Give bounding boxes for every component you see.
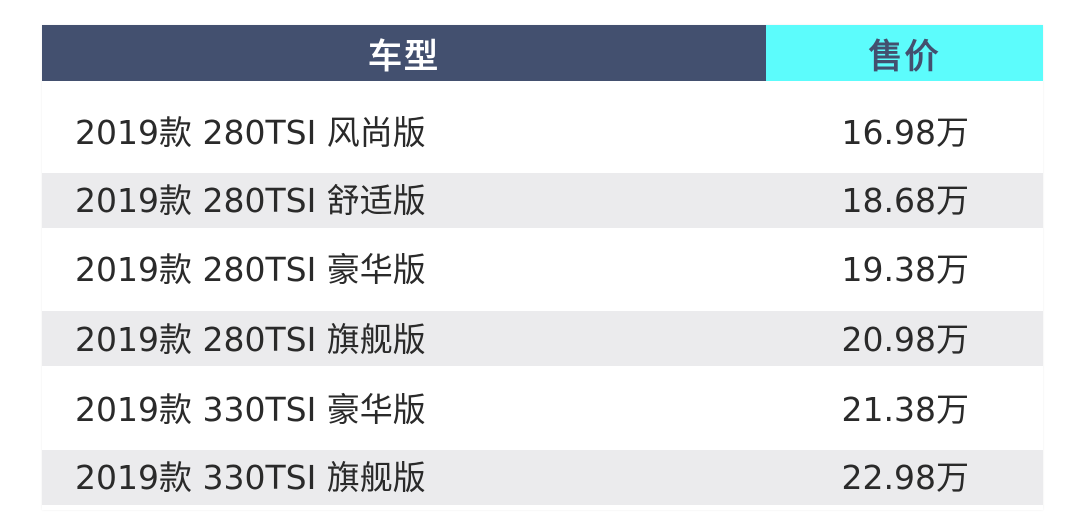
- model-cell: 2019款 280TSI 旗舰版: [75, 320, 426, 359]
- table-row: 2019款 280TSI 旗舰版 20.98万: [42, 311, 1043, 366]
- price-cell: 22.98万: [841, 458, 969, 497]
- table-row: 2019款 280TSI 风尚版 16.98万: [42, 81, 1043, 173]
- table-row: 2019款 330TSI 豪华版 21.38万: [42, 366, 1043, 450]
- table-row: 2019款 330TSI 旗舰版 22.98万: [42, 450, 1043, 505]
- price-cell: 16.98万: [841, 113, 969, 152]
- table-row: 2019款 280TSI 舒适版 18.68万: [42, 173, 1043, 228]
- model-cell: 2019款 330TSI 旗舰版: [75, 458, 426, 497]
- price-table: 车型 售价 2019款 280TSI 风尚版 16.98万 2019款 280T…: [42, 25, 1043, 510]
- price-cell: 19.38万: [841, 250, 969, 289]
- model-cell: 2019款 280TSI 豪华版: [75, 250, 426, 289]
- price-cell: 21.38万: [841, 390, 969, 429]
- price-cell: 18.68万: [841, 181, 969, 220]
- price-cell: 20.98万: [841, 320, 969, 359]
- table-row: 2019款 280TSI 豪华版 19.38万: [42, 228, 1043, 311]
- header-price: 售价: [766, 25, 1043, 81]
- model-cell: 2019款 330TSI 豪华版: [75, 390, 426, 429]
- model-cell: 2019款 280TSI 舒适版: [75, 181, 426, 220]
- model-cell: 2019款 280TSI 风尚版: [75, 113, 426, 152]
- header-model: 车型: [42, 25, 766, 81]
